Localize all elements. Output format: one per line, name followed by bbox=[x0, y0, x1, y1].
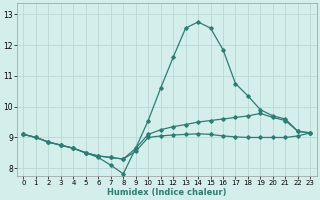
X-axis label: Humidex (Indice chaleur): Humidex (Indice chaleur) bbox=[107, 188, 227, 197]
